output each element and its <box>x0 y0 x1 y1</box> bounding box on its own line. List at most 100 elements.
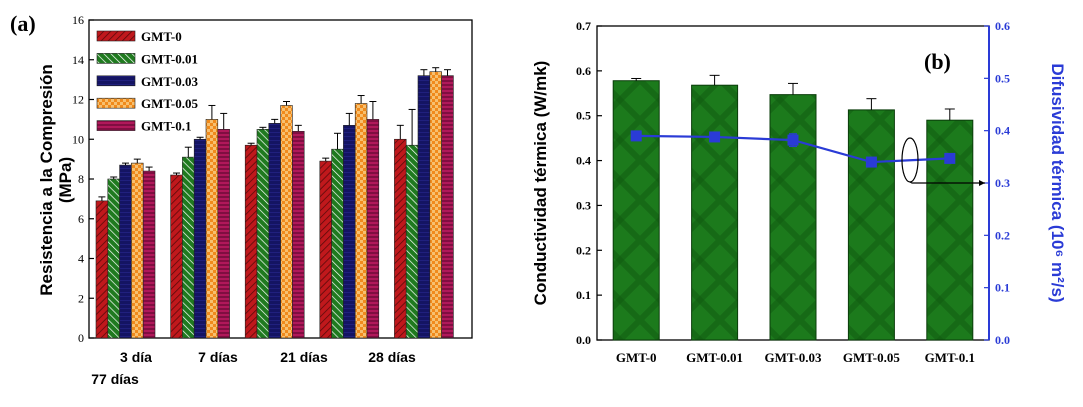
panel-a-label: (a) <box>10 11 36 36</box>
diffusivity-callout <box>901 137 985 186</box>
panel-a-bars <box>95 67 454 339</box>
callout-arrowhead <box>979 180 985 186</box>
panel-b-left-tick-label: 0.7 <box>576 19 591 33</box>
panel-b-left-tick-label: 0.3 <box>576 198 591 212</box>
panel-b-right-tick-label: 0.2 <box>995 228 1010 242</box>
panel-a-x-label: 28 días <box>368 349 416 365</box>
panel-a-bar-gmt-0-05 <box>280 105 293 339</box>
panel-b-x-label: GMT-0.05 <box>843 350 900 365</box>
panel-a-bar-gmt-0 <box>244 144 258 339</box>
panel-a-x-label: 7 días <box>198 349 238 365</box>
panel-b-x-axis: GMT-0 GMT-0.01 GMT-0.03 GMT-0.05 GMT-0.1 <box>616 350 975 365</box>
panel-a-bar-gmt-0-03 <box>343 125 356 339</box>
legend-swatch-gmt-0-03 <box>96 75 136 87</box>
panel-b-right-tick-label: 0.4 <box>995 124 1010 138</box>
panel-a-bar-gmt-0-01 <box>182 156 195 339</box>
panel-a-y-tick-label: 12 <box>72 93 84 107</box>
panel-b-x-label: GMT-0.03 <box>765 350 822 365</box>
panel-b-thermal: (b) 0.00.10.20.30.40.50.60.7 0.00.10.20.… <box>531 19 1067 365</box>
legend-label: GMT-0 <box>141 29 182 44</box>
panel-b-conductivity-bar <box>769 94 817 341</box>
panel-a-bar-gmt-0 <box>95 200 109 339</box>
panel-a-bar-gmt-0-03 <box>268 123 281 339</box>
panel-b-left-axis-title: Conductividad térmica (W/mk) <box>531 61 550 306</box>
legend-swatch-gmt-0-05 <box>96 97 136 109</box>
panel-a-y-label-line1: Resistencia a la Compresión <box>37 64 56 295</box>
panel-a-bar-gmt-0 <box>319 160 332 339</box>
panel-a-bar-gmt-0-01 <box>405 144 419 339</box>
panel-b-diffusivity-series <box>630 130 956 168</box>
panel-a-bar-gmt-0-05 <box>354 103 368 339</box>
panel-a-x-label: 3 día <box>120 349 152 365</box>
panel-a-y-tick-label: 2 <box>78 291 84 305</box>
panel-a-y-tick-label: 4 <box>78 252 84 266</box>
panel-a-bar-gmt-0-01 <box>256 129 270 339</box>
panel-a-y-axis-title: Resistencia a la Compresión (MPa) <box>37 64 75 295</box>
legend-swatch-gmt-0-1 <box>96 120 136 131</box>
panel-a-bar-gmt-0-1 <box>292 131 305 339</box>
panel-a-y-tick-label: 14 <box>72 53 84 67</box>
panel-a-bar-gmt-0-05 <box>131 162 144 339</box>
panel-a-bar-gmt-0-05 <box>205 119 219 339</box>
panel-b-conductivity-bar <box>691 84 739 341</box>
panel-b-right-axis-title: Difusividad térmica (10⁶ m²/s) <box>1048 63 1067 302</box>
legend-label: GMT-0.05 <box>141 96 198 111</box>
panel-b-right-tick-label: 0.3 <box>995 176 1010 190</box>
panel-a-legend: GMT-0 GMT-0.01 GMT-0.03 GMT-0.05 GMT-0.1 <box>96 29 198 134</box>
panel-a-x-axis: 3 día 7 días 21 días 28 días 77 días <box>91 349 416 387</box>
legend-label: GMT-0.1 <box>141 119 191 134</box>
panel-a-bar-gmt-0-03 <box>417 75 431 339</box>
panel-a-y-axis: 0 2 4 6 8 10 12 14 16 <box>72 13 94 345</box>
panel-a-bar-gmt-0 <box>170 174 183 339</box>
panel-a-bar-gmt-0-1 <box>366 119 380 339</box>
panel-b-right-axis: 0.0 0.1 0.2 0.3 0.4 0.5 0.6 <box>984 19 1010 347</box>
diffusivity-marker <box>865 156 877 168</box>
panel-b-x-label: GMT-0 <box>616 350 657 365</box>
panel-b-conductivity-bar <box>847 109 895 341</box>
diffusivity-marker <box>709 131 721 143</box>
legend-label: GMT-0.03 <box>141 74 198 89</box>
panel-a-y-label-line2: (MPa) <box>56 157 75 203</box>
panel-b-left-tick-label: 0.0 <box>576 333 591 347</box>
panel-a-bar-gmt-0-03 <box>119 164 132 339</box>
panel-b-left-tick-label: 0.6 <box>576 64 591 78</box>
panel-a-bar-gmt-0-1 <box>217 129 230 339</box>
panel-b-conductivity-bar <box>612 80 660 341</box>
panel-b-label: (b) <box>924 49 951 74</box>
panel-b-left-tick-label: 0.1 <box>576 288 591 302</box>
legend-label: GMT-0.01 <box>141 51 198 66</box>
panel-a-y-tick-label: 0 <box>78 331 84 345</box>
panel-b-x-label: GMT-0.1 <box>925 350 975 365</box>
panel-a-bar-gmt-0-01 <box>331 148 344 339</box>
panel-b-right-tick-label: 0.1 <box>995 281 1010 295</box>
panel-a-compressive-strength: (a) 0 2 4 6 8 10 12 14 16 Resistencia a la Compr… <box>10 11 473 387</box>
panel-a-bar-gmt-0-1 <box>441 75 454 339</box>
panel-b-left-tick-label: 0.4 <box>576 154 591 168</box>
panel-b-x-label: GMT-0.01 <box>686 350 743 365</box>
panel-a-bar-gmt-0-1 <box>142 170 156 339</box>
panel-b-conductivity-bars <box>612 74 974 341</box>
panel-a-x-label: 21 días <box>280 349 328 365</box>
panel-b-left-axis: 0.0 0.1 0.2 0.3 0.4 0.5 0.6 0.7 <box>576 19 602 347</box>
panel-a-y-tick-label: 16 <box>72 13 84 27</box>
panel-a-x-label: 77 días <box>91 371 139 387</box>
panel-b-left-tick-label: 0.2 <box>576 243 591 257</box>
panel-a-y-tick-label: 8 <box>78 172 84 186</box>
panel-b-right-tick-label: 0.0 <box>995 333 1010 347</box>
legend-swatch-gmt-0-01 <box>96 53 136 64</box>
legend-swatch-gmt-0 <box>96 30 136 42</box>
diffusivity-marker <box>630 130 642 142</box>
diffusivity-marker <box>787 134 799 146</box>
callout-arrow <box>909 181 985 184</box>
diffusivity-marker <box>944 152 956 164</box>
panel-a-y-tick-label: 6 <box>78 212 84 226</box>
panel-b-right-tick-label: 0.6 <box>995 19 1010 33</box>
panel-a-y-tick-label: 10 <box>72 132 84 146</box>
panel-a-bar-gmt-0 <box>394 138 407 339</box>
panel-b-left-tick-label: 0.5 <box>576 109 591 123</box>
panel-a-bar-gmt-0-03 <box>193 138 207 339</box>
panel-b-right-tick-label: 0.5 <box>995 71 1010 85</box>
panel-a-bar-gmt-0-05 <box>429 71 442 339</box>
panel-a-bar-gmt-0-01 <box>107 178 120 339</box>
